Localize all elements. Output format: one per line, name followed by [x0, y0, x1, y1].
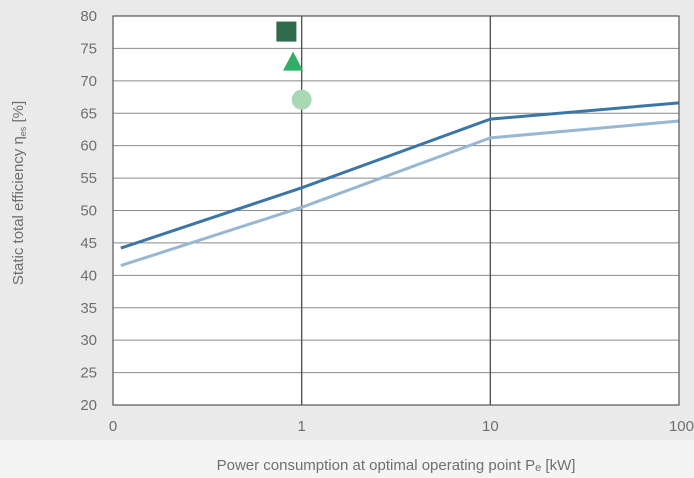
y-tick-label: 45: [80, 235, 97, 252]
x-tick-label: 0: [109, 418, 117, 435]
series-line-2: [120, 119, 680, 268]
x-tick-label: 1: [297, 418, 305, 435]
x-axis-title-subscript: e: [535, 462, 541, 474]
x-tick-labels: 0 1 10 100: [109, 418, 694, 435]
y-tick-label: 80: [80, 8, 97, 25]
xlabel-band: [0, 440, 694, 478]
y-axis-title: Static total efficiency ηes [%]: [10, 101, 28, 285]
square-marker: [276, 21, 297, 42]
series-lines: [120, 101, 680, 268]
y-tick-label: 25: [80, 365, 97, 382]
y-tick-label: 30: [80, 332, 97, 349]
y-tick-label: 40: [80, 267, 97, 284]
plot-frame: [112, 15, 680, 406]
y-axis-title-subscript: es: [18, 126, 28, 136]
series-line-1: [120, 101, 680, 250]
x-axis-title-unit: [kW]: [541, 457, 575, 474]
x-tick-label: 10: [482, 418, 499, 435]
y-tick-label: 60: [80, 138, 97, 155]
y-tick-label: 50: [80, 203, 97, 220]
y-axis-title-main: Static total efficiency η: [10, 136, 27, 285]
grid: [113, 16, 679, 405]
y-tick-label: 75: [80, 40, 97, 57]
y-tick-label: 65: [80, 105, 97, 122]
markers: [276, 21, 312, 110]
y-tick-label: 55: [80, 170, 97, 187]
y-tick-labels: 20 25 30 35 40 45 50 55 60 65 70 75 80: [80, 8, 97, 414]
y-tick-label: 70: [80, 73, 97, 90]
circle-marker: [291, 89, 312, 110]
x-axis-title: Power consumption at optimal operating p…: [217, 457, 576, 474]
triangle-marker: [283, 51, 304, 71]
x-tick-label: 100: [669, 418, 694, 435]
x-axis-title-main: Power consumption at optimal operating p…: [217, 457, 536, 474]
y-tick-label: 20: [80, 397, 97, 414]
y-tick-label: 35: [80, 300, 97, 317]
y-axis-title-unit: [%]: [10, 101, 27, 127]
